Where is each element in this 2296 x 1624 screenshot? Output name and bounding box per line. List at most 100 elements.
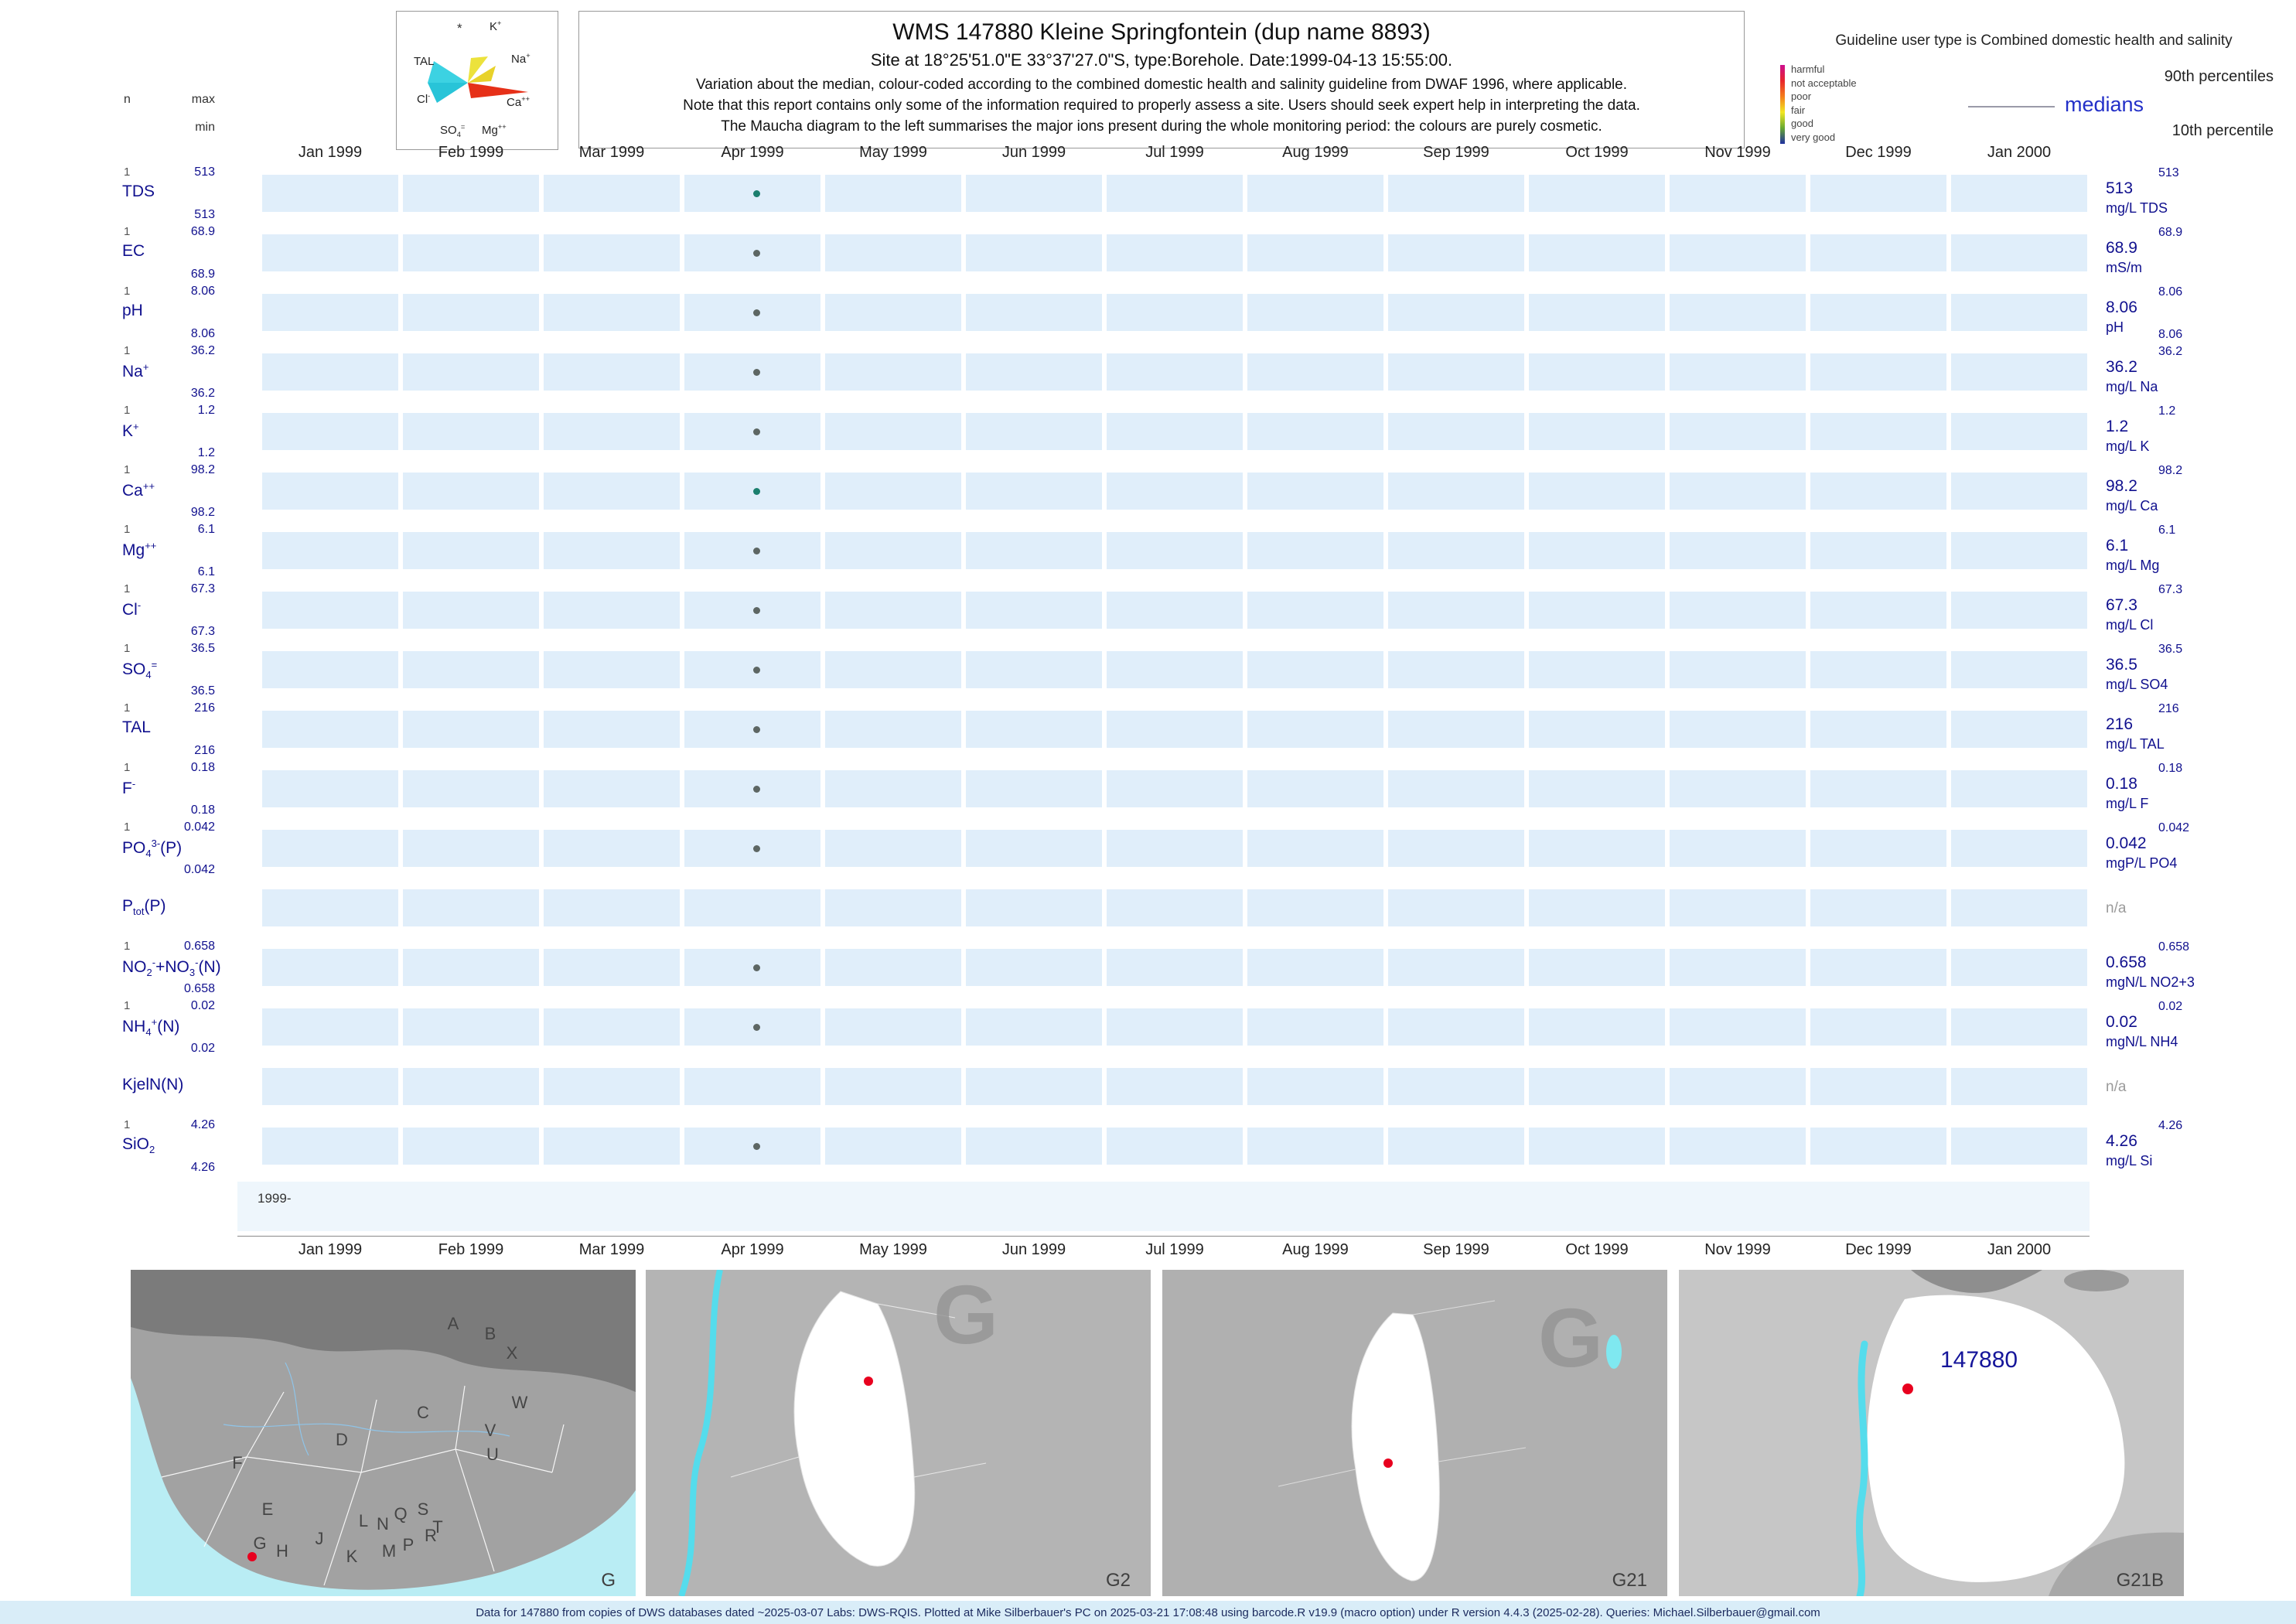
param-row-cl: Cl- 1 67.3 67.3 67.3 mg/L Cl 67.3 <box>0 581 2296 640</box>
month-band-cell <box>1107 1068 1243 1105</box>
month-band-cell <box>825 711 961 748</box>
month-band-cell <box>262 175 398 212</box>
month-band-cell <box>544 473 680 510</box>
map-region-g2 <box>646 1270 1151 1596</box>
month-band-cell <box>1951 770 2087 807</box>
month-band-cell <box>403 1068 539 1105</box>
month-band-cell <box>1951 532 2087 569</box>
month-band-cell <box>1810 651 1946 688</box>
min-value: 6.1 <box>197 565 215 578</box>
min-value: 0.02 <box>190 1042 215 1055</box>
unit-label: mg/L SO4 <box>2106 677 2168 692</box>
month-band-cell <box>403 1128 539 1165</box>
stats-header-max: max <box>191 93 215 106</box>
maucha-diagram <box>428 56 528 103</box>
month-band-cell <box>1247 175 1383 212</box>
unit-label: mgP/L PO4 <box>2106 855 2178 871</box>
month-band-cell <box>403 770 539 807</box>
guideline-color-scale <box>1780 65 1785 144</box>
region-letter-E: E <box>262 1499 274 1519</box>
month-band-cell <box>403 413 539 450</box>
footer-bar: Data for 147880 from copies of DWS datab… <box>0 1601 2296 1624</box>
month-band-cell <box>403 949 539 986</box>
month-label: Nov 1999 <box>1704 1241 1771 1258</box>
catchment-boundaries <box>161 1385 565 1586</box>
month-band-cell <box>262 473 398 510</box>
p90-value: 36.5 <box>2158 643 2183 656</box>
month-band-cell <box>1529 1128 1665 1165</box>
month-label: Oct 1999 <box>1565 144 1629 161</box>
month-band-cell <box>403 889 539 926</box>
max-value: 4.26 <box>190 1118 215 1131</box>
param-row-sio2: SiO2 1 4.26 4.26 4.26 mg/L Si 4.26 <box>0 1117 2296 1176</box>
month-band-cell <box>1107 770 1243 807</box>
month-band-cell <box>1670 770 1806 807</box>
month-band-cell <box>1951 413 2087 450</box>
param-row-ec: EC 1 68.9 68.9 68.9 mS/m 68.9 <box>0 223 2296 283</box>
region-letter-M: M <box>382 1541 396 1561</box>
month-band-cell <box>1388 1128 1524 1165</box>
month-band-cell <box>1670 711 1806 748</box>
maucha-star-marker: * <box>457 21 462 36</box>
min-value: 0.042 <box>183 863 215 876</box>
month-band-cell <box>1247 294 1383 331</box>
month-band-cell <box>1107 949 1243 986</box>
month-band-cell <box>966 234 1102 271</box>
month-band-cell <box>1247 711 1383 748</box>
month-band-cell <box>544 592 680 629</box>
month-band-cell <box>684 353 820 391</box>
month-band-cell <box>825 294 961 331</box>
month-band-cell <box>1951 711 2087 748</box>
month-band-cell <box>1529 175 1665 212</box>
month-band-cell <box>825 1128 961 1165</box>
station-number-label: 147880 <box>1940 1347 2018 1373</box>
catchment-watermark: G <box>933 1267 999 1361</box>
data-point-tds <box>753 190 760 197</box>
month-label: Aug 1999 <box>1282 144 1349 161</box>
month-axis-bottom: Jan 1999 Feb 1999 Mar 1999 Apr 1999 May 1999… <box>0 1241 2296 1260</box>
median-legend-line <box>1968 106 2055 107</box>
month-label: Jan 2000 <box>1987 1241 2052 1258</box>
max-value: 0.18 <box>190 761 215 774</box>
param-row-tds: TDS 1 513 513 513 mg/L TDS 513 <box>0 164 2296 223</box>
ion-label-na: Na+ <box>511 52 531 66</box>
month-band-cell <box>684 1128 820 1165</box>
median-value: 4.26 <box>2106 1132 2137 1150</box>
month-band-cell <box>403 592 539 629</box>
region-letter-B: B <box>485 1324 496 1343</box>
month-band-cell <box>1388 651 1524 688</box>
month-band-cell <box>1247 592 1383 629</box>
map-code-label: G21 <box>1612 1570 1647 1591</box>
month-band-cell <box>825 949 961 986</box>
p90-value: 0.18 <box>2158 762 2183 775</box>
month-band-cell <box>825 353 961 391</box>
median-value: 0.02 <box>2106 1013 2137 1031</box>
month-band-cell <box>1529 532 1665 569</box>
month-band-cell <box>1810 294 1946 331</box>
p10-value: 8.06 <box>2158 328 2183 341</box>
guideline-class-poor: poor <box>1791 90 1812 102</box>
no-data-label: n/a <box>2106 900 2127 916</box>
month-label: Mar 1999 <box>578 144 645 161</box>
min-value: 36.5 <box>190 684 215 698</box>
unit-label: mg/L Mg <box>2106 558 2160 573</box>
month-band-cell <box>1529 770 1665 807</box>
min-value: 4.26 <box>190 1161 215 1174</box>
month-band-cell <box>1529 830 1665 867</box>
map-region-g21 <box>1162 1270 1667 1596</box>
month-band-cell <box>1388 175 1524 212</box>
month-band-cell <box>544 1068 680 1105</box>
p90-value: 68.9 <box>2158 226 2183 239</box>
param-label-na: Na+ <box>122 361 149 380</box>
region-letter-D: D <box>336 1430 348 1449</box>
month-band-cell <box>1529 949 1665 986</box>
region-letter-X: X <box>507 1343 518 1363</box>
month-band-cell <box>1247 770 1383 807</box>
month-band-cell <box>1247 1068 1383 1105</box>
p90-value: 98.2 <box>2158 464 2183 477</box>
min-value: 0.658 <box>183 982 215 995</box>
month-band-cell <box>966 473 1102 510</box>
map-panel-g21: G G21 <box>1162 1270 1667 1596</box>
month-band-cell <box>966 770 1102 807</box>
